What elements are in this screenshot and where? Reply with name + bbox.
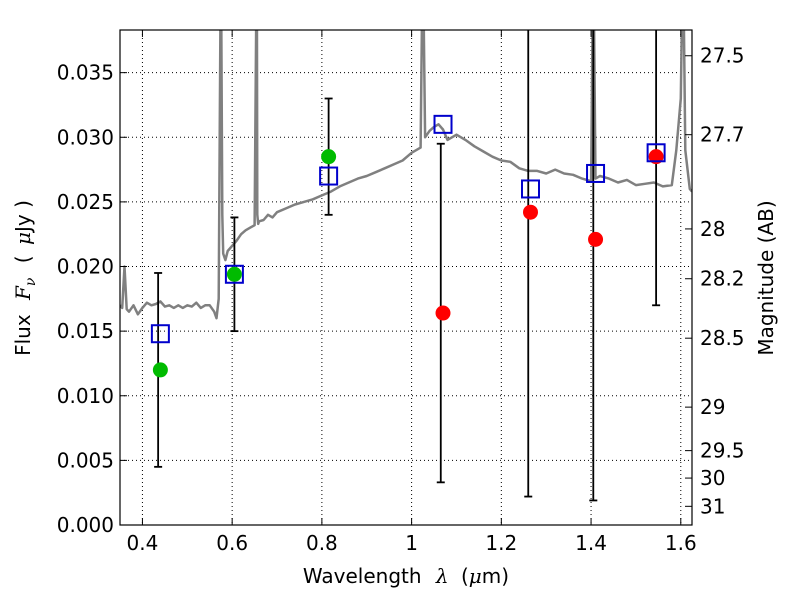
data-point-circle bbox=[588, 231, 604, 247]
y-axis-title: Flux Fν ( μJy ) bbox=[11, 200, 40, 356]
markers bbox=[150, 114, 666, 378]
x-axis-title-unit-mu: μ bbox=[469, 564, 482, 588]
x-axis-title: Wavelength λ (μm) bbox=[303, 564, 509, 588]
data-point-circle bbox=[435, 305, 451, 321]
x-tick-label: 1.2 bbox=[485, 531, 517, 555]
y2-axis-title: Magnitude (AB) bbox=[754, 200, 778, 355]
spectrum-line bbox=[120, 30, 692, 320]
y2-tick-label: 29.5 bbox=[700, 439, 745, 463]
data-point-square bbox=[150, 324, 170, 344]
x-axis-title-symbol: λ bbox=[435, 564, 449, 588]
data-point-square bbox=[224, 264, 244, 284]
y2-tick-label: 31 bbox=[700, 494, 725, 518]
data-point-circle bbox=[321, 149, 337, 165]
y2-tick-label: 27.7 bbox=[700, 123, 745, 147]
grid bbox=[120, 30, 692, 525]
data-point-circle bbox=[522, 204, 538, 220]
y2-tick-label: 28.5 bbox=[700, 326, 745, 350]
data-point-square bbox=[646, 143, 666, 163]
x-axis-title-unit-open: ( bbox=[461, 564, 469, 588]
y-tick-label: 0.020 bbox=[57, 255, 114, 279]
x-tick-label: 0.4 bbox=[127, 531, 159, 555]
y2-tick-label: 30 bbox=[700, 466, 725, 490]
data-point-circle bbox=[152, 362, 168, 378]
y-axis-title-unit-rest: Jy ) bbox=[11, 200, 35, 234]
y2-tick-label: 27.5 bbox=[700, 44, 745, 68]
x-tick-label: 1.6 bbox=[665, 531, 697, 555]
data-point-square bbox=[433, 114, 453, 134]
y-tick-label: 0.035 bbox=[57, 61, 114, 85]
y2-tick-label: 29 bbox=[700, 395, 725, 419]
y-axis-title-prefix: Flux bbox=[11, 314, 35, 356]
y-axis-title-subscript: ν bbox=[23, 277, 39, 286]
y2-tick-label: 28 bbox=[700, 217, 725, 241]
x-tick-label: 1.4 bbox=[575, 531, 607, 555]
y-tick-label: 0.030 bbox=[57, 125, 114, 149]
y-axis-title-unit-open: ( bbox=[11, 255, 35, 263]
axes: 0.4 0.6 0.8 1 1.2 1.4 1.6 0.000 0.005 0.010 0.015 0… bbox=[57, 29, 745, 555]
data-point-square bbox=[520, 179, 540, 199]
y2-tick-label: 28.2 bbox=[700, 267, 745, 291]
data-point-square bbox=[586, 163, 606, 183]
y-tick-label: 0.025 bbox=[57, 190, 114, 214]
x-axis-title-prefix: Wavelength bbox=[303, 564, 422, 588]
spectrum-path bbox=[120, 30, 692, 320]
y-tick-label: 0.015 bbox=[57, 319, 114, 343]
data-point-square bbox=[319, 166, 339, 186]
data-point-circle bbox=[226, 266, 242, 282]
y-axis-title-symbol: F bbox=[11, 285, 35, 301]
plot-frame bbox=[119, 29, 693, 526]
x-tick-label: 1 bbox=[405, 531, 418, 555]
y-tick-label: 0.000 bbox=[57, 513, 114, 537]
x-tick-label: 0.8 bbox=[306, 531, 338, 555]
y-tick-label: 0.005 bbox=[57, 448, 114, 472]
x-axis-title-unit-rest: m) bbox=[482, 564, 509, 588]
y-axis-title-unit-mu: μ bbox=[11, 232, 35, 245]
y-tick-label: 0.010 bbox=[57, 384, 114, 408]
x-tick-label: 0.6 bbox=[216, 531, 248, 555]
